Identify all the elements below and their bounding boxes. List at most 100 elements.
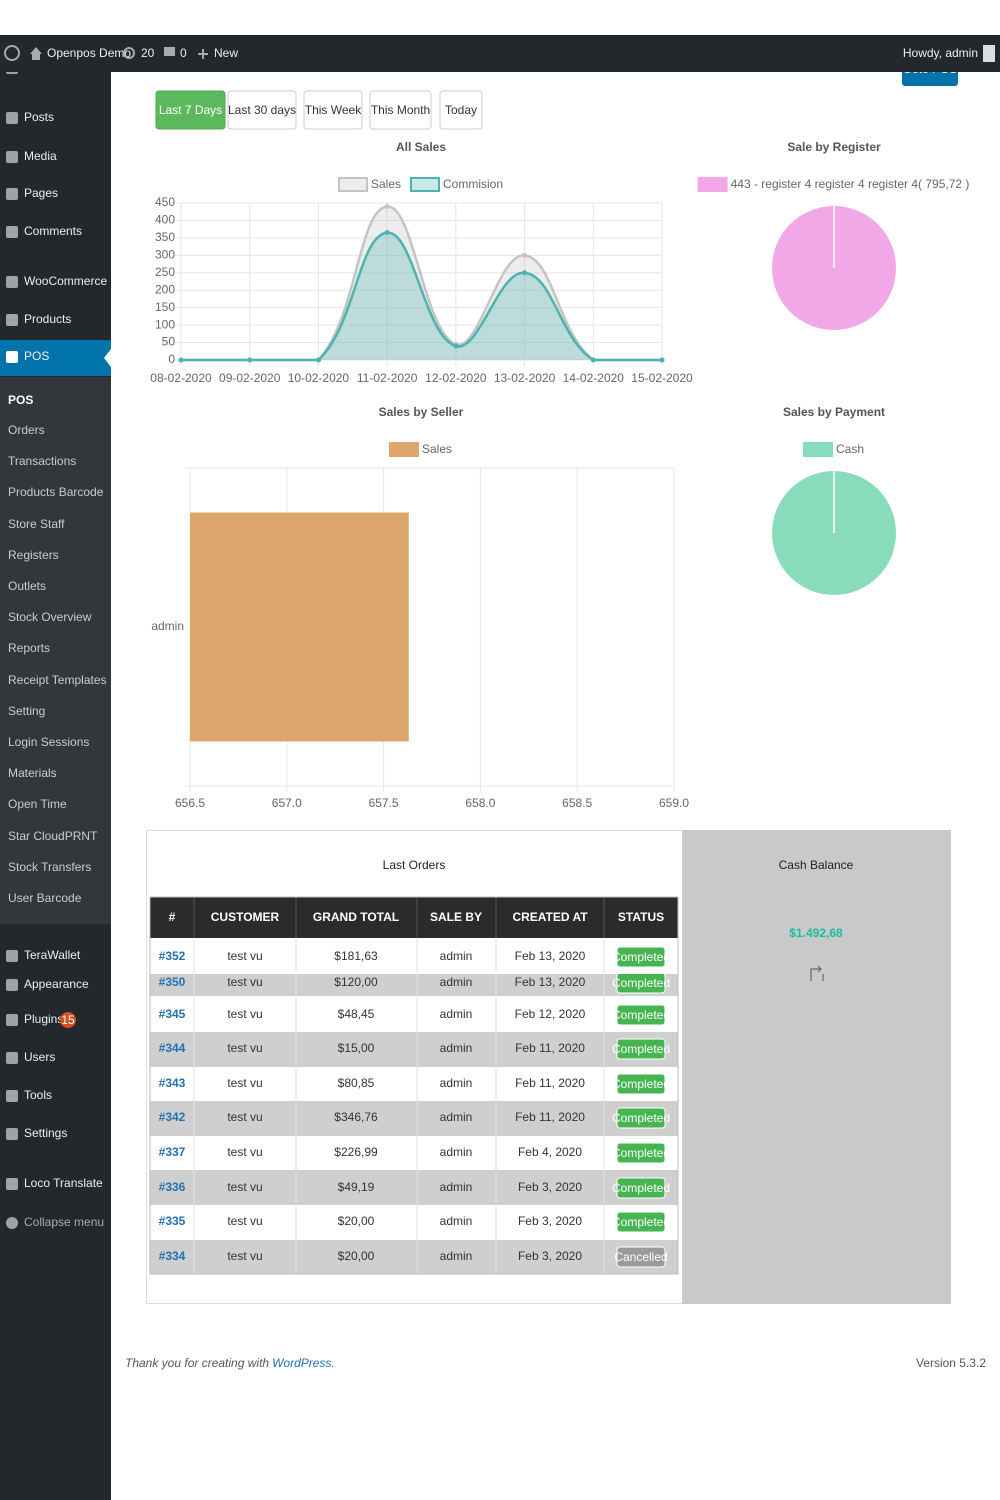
- menu-item[interactable]: Users: [24, 1050, 55, 1064]
- submenu-item[interactable]: Setting: [8, 704, 45, 718]
- submenu-item[interactable]: Stock Transfers: [8, 860, 91, 874]
- cell-text: admin: [440, 949, 473, 963]
- status-label: Cancelled: [614, 1250, 667, 1264]
- submenu-item[interactable]: Stock Overview: [8, 610, 92, 624]
- new-link[interactable]: New: [214, 46, 238, 60]
- filter-label[interactable]: This Week: [305, 103, 362, 117]
- menu-item[interactable]: POS: [24, 349, 49, 363]
- area: [181, 206, 662, 360]
- submenu-item[interactable]: Outlets: [8, 579, 46, 593]
- filter-button[interactable]: [227, 90, 297, 130]
- point: [590, 357, 596, 363]
- menu-item[interactable]: Pages: [24, 186, 58, 200]
- filter-button[interactable]: [439, 90, 483, 130]
- x-tick-label: 657.5: [369, 796, 399, 810]
- legend-label[interactable]: 443 - register 4 register 4 register 4( …: [731, 177, 970, 191]
- plugins-badge-count: 15: [61, 1013, 75, 1027]
- row-background: [150, 938, 678, 973]
- menu-item[interactable]: Collapse menu: [24, 1215, 104, 1229]
- menu-item[interactable]: Loco Translate: [24, 1176, 103, 1190]
- row-background: [150, 1170, 678, 1205]
- footer-link[interactable]: WordPress: [272, 1356, 331, 1370]
- legend-label[interactable]: Sales: [422, 442, 452, 456]
- cell-text: $48,45: [338, 1007, 375, 1021]
- legend-label[interactable]: Commision: [443, 177, 503, 191]
- transfer-icon[interactable]: [810, 965, 824, 981]
- filter-label[interactable]: Last 7 Days: [159, 103, 222, 117]
- menu-icon: [6, 314, 18, 326]
- point: [522, 270, 528, 276]
- order-link[interactable]: #337: [159, 1145, 186, 1159]
- chart-title: Sale by Register: [787, 140, 881, 154]
- order-link[interactable]: #343: [159, 1076, 186, 1090]
- y-tick-label: 350: [155, 230, 175, 244]
- menu-item[interactable]: Tools: [24, 1088, 52, 1102]
- order-link[interactable]: #342: [159, 1110, 186, 1124]
- cell-text: Feb 11, 2020: [515, 1110, 585, 1124]
- filter-label[interactable]: This Month: [371, 103, 430, 117]
- table-row: #335 test vu $20,00 admin Feb 3, 2020 Complet…: [150, 1205, 678, 1240]
- order-link[interactable]: #334: [159, 1249, 186, 1263]
- area: [181, 232, 662, 360]
- filter-button[interactable]: [369, 90, 432, 130]
- orders-title: Last Orders: [383, 858, 446, 872]
- filter-label[interactable]: Last 30 days: [228, 103, 296, 117]
- submenu-item[interactable]: Login Sessions: [8, 735, 89, 749]
- menu-icon: [6, 1217, 18, 1229]
- order-link[interactable]: #344: [159, 1041, 186, 1055]
- order-link[interactable]: #345: [159, 1007, 186, 1021]
- submenu-item[interactable]: Products Barcode: [8, 485, 104, 499]
- legend-label[interactable]: Cash: [836, 442, 864, 456]
- submenu-item[interactable]: User Barcode: [8, 891, 82, 905]
- order-link[interactable]: #336: [159, 1180, 186, 1194]
- submenu-item[interactable]: Transactions: [8, 454, 76, 468]
- submenu-item[interactable]: Reports: [8, 641, 50, 655]
- menu-item[interactable]: TeraWallet: [24, 948, 81, 962]
- order-link[interactable]: #350: [159, 975, 186, 989]
- legend-label[interactable]: Sales: [371, 177, 401, 191]
- comments-count[interactable]: 0: [180, 46, 187, 60]
- y-tick-label: 0: [168, 352, 175, 366]
- menu-item[interactable]: Posts: [24, 110, 54, 124]
- submenu-item[interactable]: Materials: [8, 766, 57, 780]
- menu-item[interactable]: Products: [24, 312, 71, 326]
- y-tick-label: 450: [155, 195, 175, 209]
- cell-text: $20,00: [338, 1214, 375, 1228]
- column-header: #: [169, 910, 176, 924]
- submenu-item[interactable]: Open Time: [8, 797, 67, 811]
- status-label: Completed: [612, 1146, 670, 1160]
- submenu-heading[interactable]: POS: [8, 393, 33, 407]
- site-name[interactable]: Openpos Demo: [47, 46, 131, 60]
- submenu-item[interactable]: Registers: [8, 548, 59, 562]
- cash-title: Cash Balance: [779, 858, 854, 872]
- cell-text: Feb 13, 2020: [515, 975, 586, 989]
- order-link[interactable]: #335: [159, 1214, 186, 1228]
- menu-item[interactable]: Comments: [24, 224, 82, 238]
- wp-logo[interactable]: [4, 45, 20, 61]
- menu-item[interactable]: Plugins: [24, 1012, 63, 1026]
- menu-item[interactable]: Appearance: [24, 977, 89, 991]
- submenu-item[interactable]: Store Staff: [8, 517, 65, 531]
- chart-title: All Sales: [396, 140, 446, 154]
- footer-text: Thank you for creating with: [125, 1356, 269, 1370]
- submenu-item[interactable]: Receipt Templates: [8, 673, 107, 687]
- menu-item[interactable]: Settings: [24, 1126, 67, 1140]
- x-tick-label: 14-02-2020: [563, 371, 625, 385]
- updates-count[interactable]: 20: [141, 46, 155, 60]
- clipped-item: Appearance: [6, 977, 89, 991]
- menu-icon: [6, 276, 18, 288]
- greeting[interactable]: Howdy, admin: [903, 46, 978, 60]
- submenu-item[interactable]: Orders: [8, 423, 45, 437]
- filter-button[interactable]: [155, 90, 226, 130]
- order-link[interactable]: #352: [159, 949, 186, 963]
- cell-text: admin: [440, 1145, 473, 1159]
- cell-text: test vu: [227, 1145, 262, 1159]
- status-label: Completed: [612, 1042, 670, 1056]
- menu-item[interactable]: Media: [24, 149, 57, 163]
- filter-button[interactable]: [303, 90, 363, 130]
- submenu-item[interactable]: Star CloudPRNT: [8, 829, 98, 843]
- filter-label[interactable]: Today: [445, 103, 477, 117]
- status-badge: [616, 1246, 666, 1268]
- menu-item[interactable]: WooCommerce: [24, 274, 107, 288]
- avatar: [983, 45, 995, 62]
